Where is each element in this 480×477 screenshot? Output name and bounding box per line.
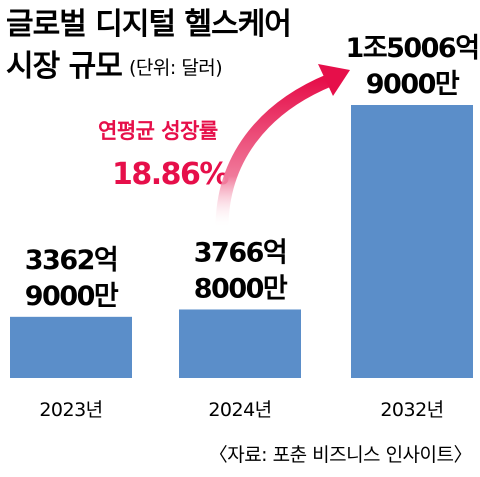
growth-rate-value: 18.86% (112, 157, 229, 192)
x-tick-1: 2024년 (208, 399, 271, 421)
value-label-0-0: 3362억 (25, 245, 118, 276)
x-tick-2: 2032년 (380, 399, 443, 421)
chart-title-line1: 글로벌 디지털 헬스케어 (6, 7, 291, 42)
value-label-2-0: 1조5006억 (345, 33, 478, 64)
unit-label: (단위: 달러) (129, 57, 222, 79)
value-labels: 3362억 9000만 3766억 8000만 1조5006억 9000만 (25, 33, 480, 312)
bar-1 (179, 309, 301, 378)
x-tick-0: 2023년 (39, 399, 102, 421)
bar-0 (10, 316, 132, 378)
value-label-1-1: 8000만 (194, 273, 288, 304)
value-label-0-1: 9000만 (25, 281, 119, 312)
growth-arrow-icon (215, 64, 350, 229)
value-label-1-0: 3766억 (194, 237, 287, 268)
bar-2 (351, 105, 473, 378)
value-label-2-1: 9000만 (366, 69, 460, 100)
x-axis-ticks: 2023년 2024년 2032년 (39, 399, 444, 421)
growth-rate-label: 연평균 성장률 (98, 119, 218, 143)
chart-title-line2: 시장 규모 (6, 49, 122, 84)
source-note: 〈자료: 포춘 비즈니스 인사이트〉 (209, 444, 472, 466)
bars (10, 105, 473, 378)
